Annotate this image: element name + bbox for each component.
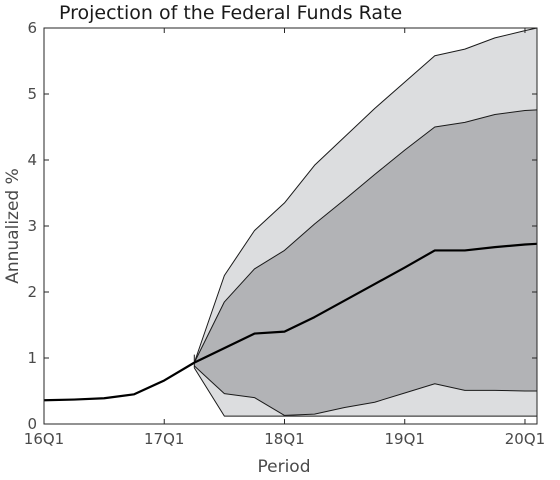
x-tick-label: 18Q1 bbox=[264, 430, 304, 448]
inner-lower-line bbox=[193, 365, 537, 416]
y-tick-label: 6 bbox=[27, 19, 37, 37]
outer-upper-line bbox=[193, 27, 538, 363]
x-axis-label: Period bbox=[257, 457, 310, 476]
x-tick-label: 20Q1 bbox=[505, 430, 545, 448]
plot-area bbox=[43, 27, 538, 417]
x-tick-label: 16Q1 bbox=[24, 430, 64, 448]
y-tick-label: 1 bbox=[27, 349, 37, 367]
y-tick-label: 5 bbox=[27, 85, 37, 103]
median-line bbox=[193, 242, 538, 364]
history-line bbox=[43, 361, 195, 402]
chart-title: Projection of the Federal Funds Rate bbox=[59, 2, 402, 24]
y-tick-label: 2 bbox=[27, 283, 37, 301]
x-tick-label: 19Q1 bbox=[385, 430, 425, 448]
inner-band bbox=[194, 109, 538, 416]
y-axis: 0 1 2 3 4 5 6 bbox=[27, 19, 537, 433]
y-axis-label: Annualized % bbox=[3, 168, 23, 284]
outer-lower-line bbox=[193, 367, 537, 417]
x-tick-label: 17Q1 bbox=[144, 430, 184, 448]
y-tick-label: 4 bbox=[27, 151, 37, 169]
y-tick-label: 3 bbox=[27, 217, 37, 235]
x-axis: 16Q1 17Q1 18Q1 19Q1 20Q1 bbox=[24, 28, 545, 448]
y-tick-label: 0 bbox=[27, 415, 37, 433]
inner-upper-line bbox=[193, 109, 538, 363]
